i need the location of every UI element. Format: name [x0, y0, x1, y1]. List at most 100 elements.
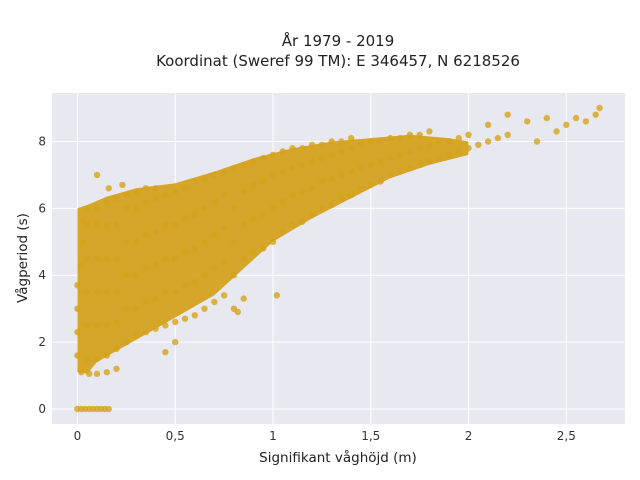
data-point [74, 328, 81, 336]
data-point [338, 148, 345, 155]
data-point [84, 288, 91, 296]
data-point [582, 118, 590, 125]
data-point [103, 255, 111, 262]
data-point [592, 111, 599, 118]
data-point [119, 181, 126, 189]
data-point [84, 255, 91, 262]
data-point [152, 185, 159, 192]
data-point [181, 215, 189, 222]
data-point [250, 215, 257, 222]
data-point [318, 178, 326, 185]
data-point [191, 312, 198, 319]
data-point [113, 365, 120, 372]
data-point [328, 138, 335, 145]
data-point [152, 262, 159, 269]
data-point [484, 138, 492, 145]
data-point [426, 158, 433, 165]
data-point [211, 198, 218, 205]
data-point [436, 138, 443, 145]
data-point [299, 218, 306, 225]
data-point [152, 325, 159, 332]
data-point [533, 138, 541, 145]
data-point [201, 238, 208, 245]
data-point [103, 322, 111, 329]
data-point [93, 322, 101, 329]
data-point [93, 171, 101, 179]
chart-title-line-2: Koordinat (Sweref 99 TM): E 346457, N 62… [156, 52, 520, 70]
chart-title-line-1: År 1979 - 2019 [282, 31, 395, 50]
y-tick-label: 0 [38, 402, 46, 416]
data-point [338, 171, 345, 179]
y-axis-label: Vågperiod (s) [14, 213, 31, 303]
data-point [93, 205, 101, 212]
data-point [132, 205, 140, 212]
data-point [299, 145, 306, 152]
data-point [572, 114, 580, 122]
data-point [132, 305, 140, 312]
data-point [260, 178, 267, 185]
data-point [162, 191, 169, 199]
x-tick-label: 1 [269, 429, 277, 443]
data-point [211, 231, 218, 239]
data-point [445, 151, 453, 159]
data-point [220, 168, 228, 175]
data-point [172, 188, 179, 195]
x-tick-label: 2 [465, 429, 473, 443]
data-point [377, 138, 384, 145]
data-points [74, 104, 603, 413]
data-point [162, 348, 169, 356]
data-point [279, 198, 286, 205]
data-point [348, 168, 355, 175]
data-point [201, 205, 208, 212]
data-point [436, 155, 443, 162]
data-point [103, 352, 111, 359]
data-point [348, 191, 355, 199]
data-point [191, 245, 198, 252]
data-point [240, 161, 247, 169]
data-point [142, 328, 150, 336]
data-point [132, 188, 140, 195]
data-point [113, 255, 120, 262]
x-tick-label: 2,5 [557, 429, 576, 443]
data-point [84, 205, 91, 212]
data-point [103, 369, 111, 376]
data-point [387, 155, 394, 162]
data-point [162, 322, 169, 329]
data-point [74, 305, 81, 312]
tick-labels: 0 0,5 1 1,5 2 2,5 0 2 4 6 8 [38, 134, 576, 443]
data-point [406, 165, 414, 172]
data-point [191, 178, 198, 185]
x-tick-label: 1,5 [361, 429, 380, 443]
y-tick-label: 4 [38, 268, 46, 282]
data-point [289, 145, 296, 152]
data-point [269, 171, 277, 179]
data-point [181, 185, 189, 192]
data-point [152, 228, 159, 235]
x-tick-label: 0,5 [166, 429, 185, 443]
data-point [162, 255, 169, 262]
data-point [78, 369, 85, 376]
data-point [201, 305, 208, 312]
data-point [240, 295, 247, 302]
data-point [484, 121, 492, 128]
data-point [113, 318, 120, 326]
data-point [172, 255, 179, 262]
data-point [103, 288, 111, 296]
data-point [230, 165, 238, 172]
y-tick-label: 8 [38, 134, 46, 148]
data-point [308, 158, 316, 165]
data-point [269, 238, 277, 245]
data-point [455, 148, 462, 155]
data-point [162, 288, 169, 296]
y-tick-label: 2 [38, 335, 46, 349]
data-point [318, 205, 326, 212]
data-point [563, 121, 570, 128]
data-point [260, 245, 267, 252]
data-point [181, 282, 189, 289]
data-point [113, 221, 120, 229]
data-point [152, 195, 159, 202]
data-point [318, 155, 326, 162]
data-point [93, 355, 101, 362]
data-point [162, 221, 169, 229]
data-point [318, 141, 326, 148]
